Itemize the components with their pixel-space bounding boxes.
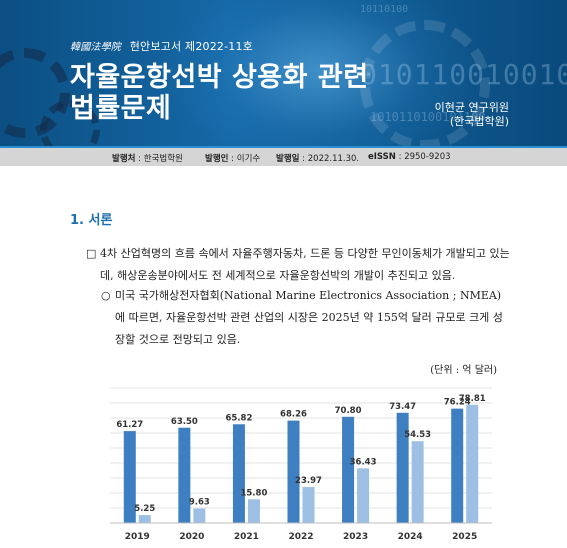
chart-data-label: 23.97 [295, 476, 322, 486]
chart-bar [138, 515, 151, 523]
issuer-value: 이기수 [236, 154, 261, 164]
chart-bar [123, 431, 136, 523]
issuer-info: 발행인 : 이기수 [205, 154, 261, 164]
binary-decoration: 010110010010 [360, 58, 567, 91]
unit-label: (단위 : 억 달러) [430, 365, 497, 376]
square-bullet-icon: □ [86, 247, 97, 260]
paragraph-sub: ○ 미국 국가해상전자협회(National Marine Electronic… [101, 285, 509, 351]
page-title: 자율운항선박 상용화 관련 법률문제 [70, 62, 369, 124]
chart-bar [232, 424, 245, 523]
gear-icon [0, 48, 70, 138]
issuer-label: 발행인 [205, 154, 229, 164]
bar-chart-svg: 61.27 5.25 2019 63.50 9.63 2020 65.82 15.80 2021… [110, 387, 492, 542]
publisher-info: 발행처 : 한국법학원 [112, 154, 183, 164]
chart-tick-label: 2019 [125, 532, 150, 542]
series-number: 현안보고서 제2022-11호 [129, 40, 253, 53]
chart-data-label: 54.53 [404, 430, 431, 440]
publisher-value: 한국법학원 [143, 154, 183, 164]
chart-data-label: 70.80 [335, 406, 362, 416]
gear-icon [40, 100, 100, 148]
publication-info-bar: 발행처 : 한국법학원 발행인 : 이기수 발행일 : 2022.11.30. … [0, 148, 567, 166]
chart-data-label: 36.43 [350, 457, 377, 467]
issn-label: eISSN [368, 152, 396, 162]
chart-data-label: 9.63 [189, 498, 210, 508]
publisher-label: 발행처 [112, 154, 136, 164]
issn-info: eISSN : 2950-9203 [368, 152, 451, 162]
chart-bar [411, 441, 424, 523]
report-banner: 10110100 010110010010 1010110100101100 韓… [0, 0, 567, 148]
chart-tick-label: 2022 [288, 532, 313, 542]
title-line-2: 법률문제 [70, 93, 172, 124]
date-label: 발행일 [276, 154, 300, 164]
section-heading: 1. 서론 [70, 213, 113, 228]
chart-data-label: 76.24 [444, 398, 471, 408]
chart-data-label: 63.50 [171, 417, 198, 427]
chart-data-label: 65.82 [225, 413, 252, 423]
chart-bar [451, 408, 464, 523]
author-block: 이현균 연구위원 (한국법학원) [435, 101, 509, 129]
gear-icon [360, 20, 490, 148]
chart-tick-label: 2021 [234, 532, 259, 542]
chart-bar [287, 420, 300, 523]
author-org: (한국법학원) [449, 115, 509, 128]
chart-tick-label: 2023 [343, 532, 368, 542]
circle-bullet-icon: ○ [101, 289, 111, 302]
binary-decoration: 10110100 [360, 4, 409, 15]
date-value: 2022.11.30. [307, 154, 360, 164]
binary-decoration: 1010110100101100 [370, 110, 486, 124]
paragraph-text: 4차 산업혁명의 흐름 속에서 자율주행자동차, 드론 등 다양한 무인이동체가… [100, 247, 510, 282]
report-series: 韓國法學院 현안보고서 제2022-11호 [70, 38, 253, 54]
chart-tick-label: 2025 [452, 532, 477, 542]
chart-bar [357, 468, 370, 523]
chart-data-label: 61.27 [116, 420, 143, 430]
chart-bar [302, 487, 315, 523]
institute-logo: 韓國法學院 [70, 42, 121, 53]
chart-bar [396, 412, 409, 523]
title-line-1: 자율운항선박 상용화 관련 [70, 62, 369, 93]
chart-bar [342, 416, 355, 523]
date-info: 발행일 : 2022.11.30. [276, 154, 360, 164]
chart-bar [247, 499, 260, 523]
issn-value: 2950-9203 [404, 152, 451, 162]
chart-data-label: 73.47 [389, 402, 416, 412]
chart-data-label: 68.26 [280, 410, 307, 420]
market-bar-chart: 61.27 5.25 2019 63.50 9.63 2020 65.82 15.80 2021… [100, 378, 500, 548]
banner-stripe [0, 146, 567, 148]
chart-tick-label: 2024 [398, 532, 423, 542]
paragraph-main: □ 4차 산업혁명의 흐름 속에서 자율주행자동차, 드론 등 다양한 무인이동… [86, 243, 510, 287]
paragraph-text: 미국 국가해상전자협회(National Marine Electronics … [115, 289, 503, 346]
chart-bar [193, 508, 206, 523]
chart-data-label: 78.81 [459, 394, 486, 404]
author-name: 이현균 연구위원 [434, 101, 509, 114]
chart-data-label: 5.25 [134, 504, 155, 514]
chart-data-label: 15.80 [240, 488, 267, 498]
chart-tick-label: 2020 [179, 532, 204, 542]
chart-bar [466, 404, 479, 523]
chart-bar [178, 427, 191, 523]
